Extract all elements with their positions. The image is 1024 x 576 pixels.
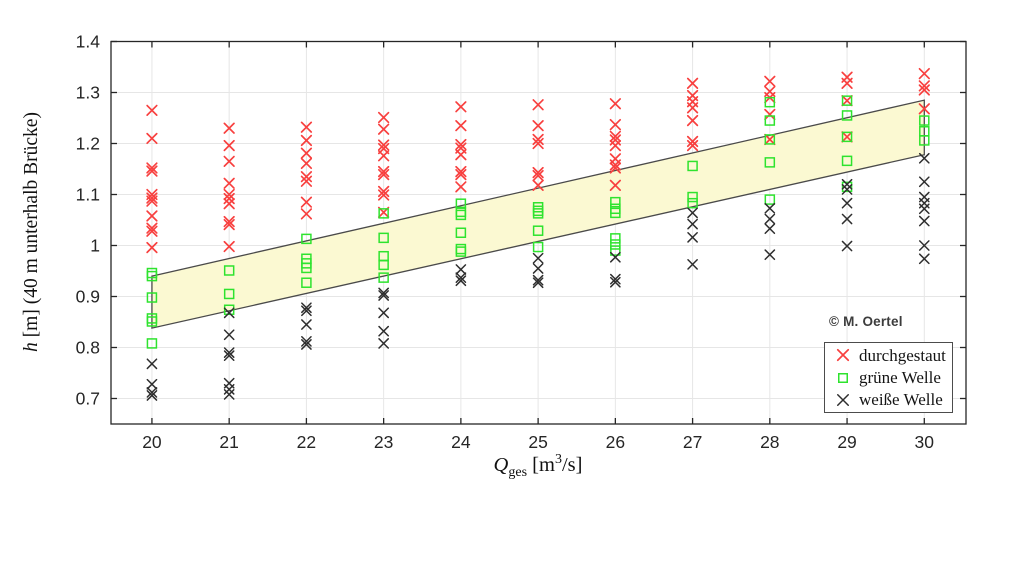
red-x-marker-icon [836, 349, 850, 362]
legend-label: grüne Welle [859, 368, 941, 387]
x-tick-label: 23 [374, 432, 393, 452]
x-tick-label: 21 [219, 432, 238, 452]
x-tick-label: 29 [837, 432, 856, 452]
y-axis-label: h [m] (40 m unterhalb Brücke) [21, 112, 43, 352]
tick-labels: 20 21 22 23 24 25 26 27 28 29 30 0.7 0.8 0.9 1 1.1 1.2 1.… [76, 32, 935, 453]
x-tick-label: 22 [297, 432, 316, 452]
legend: durchgestaut grüne Welle weiße Welle [824, 342, 953, 413]
series-0 [146, 67, 930, 254]
copyright-text: © M. Oertel [829, 314, 903, 329]
y-axis-variable: h [21, 342, 42, 352]
axes-box [110, 40, 967, 425]
legend-label: durchgestaut [859, 345, 946, 365]
y-tick-label: 1 [90, 236, 100, 256]
black-x-marker-icon [837, 393, 849, 406]
x-tick-label: 26 [606, 432, 625, 452]
x-axis-variable: Q [493, 453, 509, 476]
y-axis-unit: [m] (40 m unterhalb Brücke) [21, 112, 42, 343]
y-tick-label: 0.8 [76, 338, 100, 358]
y-tick-label: 1.3 [76, 83, 100, 103]
legend-label: weiße Welle [859, 390, 943, 410]
x-tick-label: 20 [142, 432, 162, 452]
y-tick-label: 1.1 [76, 185, 100, 205]
series-2 [146, 152, 930, 401]
legend-item-weisse-welle: weiße Welle [832, 390, 952, 410]
band-region [151, 99, 925, 329]
legend-item-gruene-welle: grüne Welle [832, 368, 952, 388]
x-tick-label: 24 [451, 432, 471, 452]
series-1 [146, 95, 930, 349]
x-tick-label: 30 [915, 432, 935, 452]
x-axis-superscript: 3 [554, 452, 562, 467]
x-tick-label: 27 [683, 432, 702, 452]
y-tick-label: 0.9 [76, 287, 100, 307]
green-square-marker-icon [838, 372, 848, 383]
x-tick-label: 25 [528, 432, 547, 452]
x-axis-subscript: ges [508, 464, 528, 480]
x-tick-label: 28 [760, 432, 779, 452]
y-tick-label: 1.4 [76, 32, 101, 52]
y-tick-label: 0.7 [76, 389, 100, 409]
legend-item-durchgestaut: durchgestaut [832, 345, 952, 365]
y-tick-label: 1.2 [76, 134, 100, 154]
x-axis-label: Qges [m3/s] [493, 452, 583, 480]
